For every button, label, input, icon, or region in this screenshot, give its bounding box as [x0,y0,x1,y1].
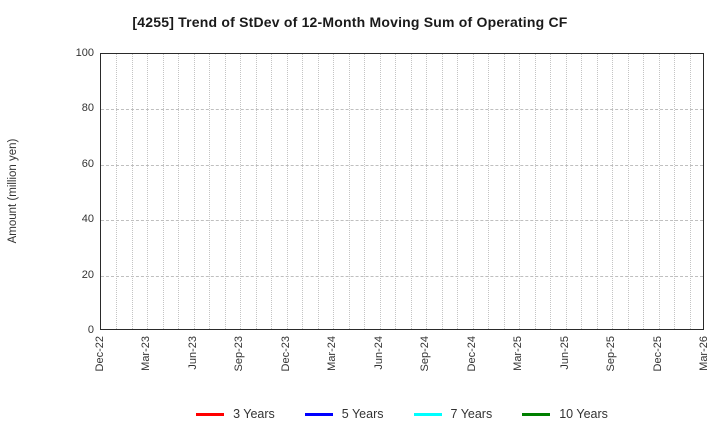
gridline-vertical [348,54,350,329]
gridline-vertical [193,54,195,329]
gridline-horizontal [101,164,703,166]
gridline-vertical [240,54,242,329]
gridline-vertical [255,54,257,329]
y-tick-label: 40 [81,213,94,226]
gridline-vertical [674,54,676,329]
gridline-vertical [627,54,629,329]
legend-item: 5 Years [304,407,384,421]
gridline-vertical [441,54,443,329]
y-tick-label: 60 [81,157,94,170]
x-tick-label: Jun-25 [558,336,571,370]
chart-title: [4255] Trend of StDev of 12-Month Moving… [132,14,568,30]
y-tick-label: 80 [81,102,94,115]
gridline-vertical [689,54,691,329]
gridline-vertical [147,54,149,329]
x-tick-label: Mar-26 [698,336,710,371]
legend-label: 7 Years [450,407,493,421]
gridline-vertical [317,54,319,329]
legend-line-swatch [304,412,333,416]
gridline-vertical [333,54,335,329]
legend: 3 Years 5 Years 7 Years 10 Years [100,404,704,424]
gridline-vertical [643,54,645,329]
gridline-horizontal [101,275,703,277]
y-tick-label: 0 [87,324,94,336]
gridline-vertical [209,54,211,329]
gridline-vertical [224,54,226,329]
legend-line-swatch [522,412,551,416]
x-tick-label: Jun-23 [186,336,199,370]
legend-line-swatch [413,412,442,416]
gridline-vertical [302,54,304,329]
gridline-vertical [395,54,397,329]
legend-line-swatch [196,412,225,416]
legend-label: 5 Years [341,407,384,421]
legend-item: 10 Years [522,407,608,421]
gridline-vertical [410,54,412,329]
gridline-vertical [364,54,366,329]
y-tick-label: 100 [75,47,94,59]
x-tick-label: Mar-25 [512,336,525,371]
x-tick-label: Dec-24 [465,336,478,372]
gridline-vertical [162,54,164,329]
gridline-vertical [271,54,273,329]
gridline-vertical [658,54,660,329]
gridline-vertical [457,54,459,329]
y-tick-label: 20 [81,268,94,281]
x-tick-label: Sep-24 [419,336,432,372]
gridline-vertical [534,54,536,329]
x-tick-label: Sep-25 [605,336,618,372]
gridline-vertical [612,54,614,329]
legend-item: 3 Years [196,407,275,421]
x-tick-label: Sep-23 [233,336,246,372]
x-tick-label: Dec-25 [651,336,664,372]
plot-area [100,53,704,330]
gridline-vertical [596,54,598,329]
gridline-vertical [131,54,133,329]
gridline-vertical [565,54,567,329]
gridline-horizontal [101,109,703,111]
gridline-vertical [116,54,118,329]
gridline-vertical [286,54,288,329]
y-axis-label: Amount (million yen) [7,138,19,244]
gridline-vertical [488,54,490,329]
x-tick-label: Mar-24 [326,336,339,371]
legend-label: 10 Years [559,407,608,421]
gridline-vertical [178,54,180,329]
x-tick-label: Jun-24 [372,336,385,370]
gridline-vertical [581,54,583,329]
x-tick-label: Mar-23 [140,336,153,371]
gridline-vertical [519,54,521,329]
legend-label: 3 Years [233,407,275,421]
x-tick-label: Dec-23 [279,336,292,372]
x-tick-label: Dec-22 [94,336,106,372]
gridline-vertical [379,54,381,329]
gridline-vertical [550,54,552,329]
gridline-horizontal [101,220,703,222]
gridline-vertical [503,54,505,329]
legend-item: 7 Years [413,407,493,421]
gridline-vertical [426,54,428,329]
gridline-vertical [472,54,474,329]
